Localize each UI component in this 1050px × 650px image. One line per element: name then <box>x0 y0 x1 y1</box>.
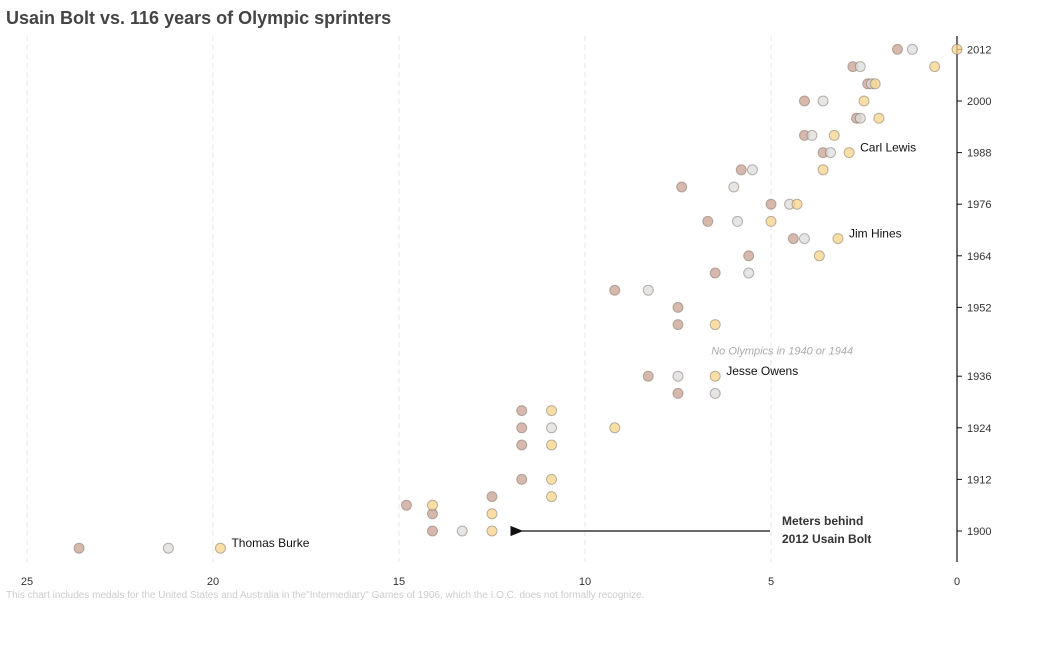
athlete-label: Carl Lewis <box>860 141 916 155</box>
data-point-bronze <box>672 319 684 331</box>
data-point-silver <box>743 267 755 279</box>
data-point-silver <box>456 525 468 537</box>
data-point-gold <box>709 319 721 331</box>
x-tick-label: 10 <box>579 576 591 588</box>
data-point-gold <box>951 43 963 55</box>
data-point-silver <box>746 164 758 176</box>
y-tick-label: 1924 <box>967 423 991 435</box>
data-point-silver <box>798 233 810 245</box>
y-tick-label: 1936 <box>967 371 991 383</box>
data-point-gold <box>486 525 498 537</box>
y-tick-label: 1964 <box>967 251 991 263</box>
data-point-gold <box>873 112 885 124</box>
data-point-gold <box>609 422 621 434</box>
x-tick-label: 25 <box>21 576 33 588</box>
data-point-bronze <box>426 525 438 537</box>
data-point-bronze <box>400 499 412 511</box>
x-tick-label: 0 <box>954 576 960 588</box>
data-point-silver <box>162 542 174 554</box>
data-point-silver <box>546 422 558 434</box>
data-point-gold <box>546 405 558 417</box>
data-point-bronze <box>891 43 903 55</box>
arrow-label-line2: 2012 Usain Bolt <box>782 532 871 546</box>
data-point-bronze <box>516 405 528 417</box>
y-tick-label: 1912 <box>967 474 991 486</box>
gap-note: No Olympics in 1940 or 1944 <box>711 346 853 358</box>
data-point-silver <box>709 387 721 399</box>
y-tick-label: 1976 <box>967 199 991 211</box>
data-point-bronze <box>486 491 498 503</box>
data-point-gold <box>929 61 941 73</box>
data-point-silver <box>728 181 740 193</box>
data-point-bronze <box>516 422 528 434</box>
data-point-bronze <box>702 215 714 227</box>
data-point-silver <box>854 112 866 124</box>
data-point-bronze <box>787 233 799 245</box>
data-point-bronze <box>73 542 85 554</box>
y-tick-label: 2000 <box>967 96 991 108</box>
data-point-bronze <box>798 95 810 107</box>
chart-title: Usain Bolt vs. 116 years of Olympic spri… <box>6 8 392 28</box>
data-point-gold <box>817 164 829 176</box>
data-point-bronze <box>765 198 777 210</box>
data-point-gold <box>546 473 558 485</box>
data-point-gold <box>426 499 438 511</box>
data-point-bronze <box>735 164 747 176</box>
data-point-bronze <box>609 284 621 296</box>
y-tick-label: 1988 <box>967 148 991 160</box>
data-point-gold <box>546 439 558 451</box>
arrow-label-line1: Meters behind <box>782 514 863 528</box>
footnote: This chart includes medals for the Unite… <box>6 590 645 601</box>
data-point-gold <box>813 250 825 262</box>
data-point-gold <box>709 370 721 382</box>
data-point-silver <box>732 215 744 227</box>
data-point-gold <box>828 129 840 141</box>
data-point-bronze <box>676 181 688 193</box>
data-point-silver <box>825 147 837 159</box>
y-tick-label: 2012 <box>967 44 991 56</box>
data-point-gold <box>843 147 855 159</box>
data-point-gold <box>791 198 803 210</box>
athlete-label: Jim Hines <box>849 227 902 241</box>
data-point-bronze <box>642 370 654 382</box>
y-tick-label: 1900 <box>967 526 991 538</box>
x-tick-label: 20 <box>207 576 219 588</box>
athlete-label: Jesse Owens <box>726 364 798 378</box>
data-point-gold <box>546 491 558 503</box>
x-tick-label: 15 <box>393 576 405 588</box>
data-point-bronze <box>672 301 684 313</box>
athlete-label: Thomas Burke <box>231 536 309 550</box>
data-point-bronze <box>516 473 528 485</box>
data-point-silver <box>642 284 654 296</box>
data-point-gold <box>832 233 844 245</box>
data-point-bronze <box>516 439 528 451</box>
data-point-silver <box>854 61 866 73</box>
data-point-gold <box>214 542 226 554</box>
x-tick-label: 5 <box>768 576 774 588</box>
data-point-gold <box>858 95 870 107</box>
data-point-gold <box>486 508 498 520</box>
data-point-silver <box>817 95 829 107</box>
data-point-bronze <box>709 267 721 279</box>
data-point-bronze <box>672 387 684 399</box>
y-tick-label: 1952 <box>967 302 991 314</box>
data-point-bronze <box>743 250 755 262</box>
data-point-silver <box>672 370 684 382</box>
data-point-gold <box>869 78 881 90</box>
data-point-silver <box>806 129 818 141</box>
data-point-gold <box>765 215 777 227</box>
data-point-silver <box>906 43 918 55</box>
